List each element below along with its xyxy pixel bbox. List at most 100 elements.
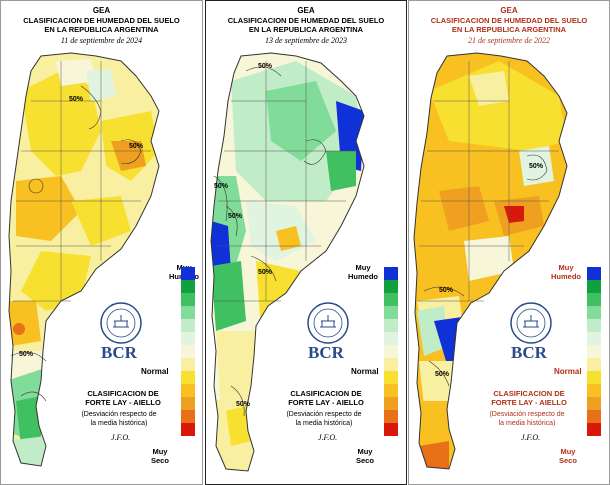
legend-muy: Muy [560,447,576,456]
legend-seco: Seco [559,456,577,465]
classification-line: FORTE LAY - AIELLO [491,398,567,407]
deviation-line: la media histórica) [295,419,353,427]
legend-swatch [587,358,601,371]
bcr-seal-logo [99,301,143,345]
legend-swatch [587,306,601,319]
map-date: 13 de septiembre de 2023 [265,35,347,45]
legend-swatch [384,410,398,423]
legend-bottom-label: Muy Seco [151,447,169,465]
legend-swatch [384,267,398,280]
legend-swatch [587,332,601,345]
legend-color-scale [587,267,601,436]
legend-swatch [181,397,195,410]
contour-label: 50% [529,163,544,170]
legend-seco: Seco [356,456,374,465]
panel-header: GEA CLASIFICACION DE HUMEDAD DEL SUELO E… [409,6,609,45]
deviation-line: (Desviación respecto de [81,411,157,418]
legend-muy: Muy [558,263,574,272]
legend-swatch [587,423,601,436]
legend-normal-label: Normal [351,367,379,376]
contour-label: 50% [258,269,273,276]
classification-line: CLASIFICACION DE [493,389,565,398]
title-line: EN LA REPUBLICA ARGENTINA [248,25,364,34]
legend-swatch [181,410,195,423]
classification-line: CLASIFICACION DE [290,389,362,398]
title-line: CLASIFICACION DE HUMEDAD DEL SUELO [227,15,385,25]
legend-normal-label: Normal [141,367,169,376]
legend-swatch [384,371,398,384]
legend-humedo: Humedo [551,272,581,281]
contour-label: 50% [69,96,84,103]
classification-title: CLASIFICACION DE FORTE LAY - AIELLO [73,389,173,407]
contour-label: 50% [129,143,144,150]
bcr-text: BCR [511,343,547,362]
argentina-map-2023 [210,52,365,472]
argentina-map-2024 [8,52,160,467]
deviation-note: (Desviación respecto de la media históric… [274,411,374,428]
legend-swatch [181,280,195,293]
signature: J.F.O. [521,433,541,442]
legend-muy: Muy [152,447,168,456]
signature: J.F.O. [111,433,131,442]
deviation-line: (Desviación respecto de [286,411,362,418]
contour-label: 50% [214,183,229,190]
legend-swatch [587,371,601,384]
legend-swatch [587,345,601,358]
map-date: 21 de septiembre de 2022 [468,35,550,45]
classification-line: CLASIFICACION DE [87,389,159,398]
classification-line: FORTE LAY - AIELLO [288,398,364,407]
legend-swatch [181,306,195,319]
legend-muy: Muy [355,263,371,272]
legend-swatch [384,384,398,397]
legend-swatch [587,410,601,423]
legend-color-scale [384,267,398,436]
legend-swatch [587,280,601,293]
legend-swatch [181,345,195,358]
contour-label: 50% [236,401,251,408]
legend-swatch [384,345,398,358]
legend-swatch [384,397,398,410]
legend-muy: Muy [357,447,373,456]
bcr-seal-logo [306,301,350,345]
map-panel-2022: GEA CLASIFICACION DE HUMEDAD DEL SUELO E… [408,0,610,485]
legend-bottom-label: Muy Seco [356,447,374,465]
legend-swatch [384,358,398,371]
classification-title: CLASIFICACION DE FORTE LAY - AIELLO [479,389,579,407]
legend-normal-label: Normal [554,367,582,376]
legend-humedo: Humedo [348,272,378,281]
legend-swatch [384,319,398,332]
legend-seco: Seco [151,456,169,465]
bcr-seal-logo [509,301,553,345]
contour-label: 50% [258,63,273,70]
title-line: EN LA REPUBLICA ARGENTINA [44,25,159,34]
map-panel-2024: GEA CLASIFICACION DE HUMEDAD DEL SUELO E… [0,0,203,485]
signature: J.F.O. [318,433,338,442]
legend-bottom-label: Muy Seco [559,447,577,465]
legend-swatch [587,397,601,410]
legend-swatch [181,319,195,332]
deviation-line: (Desviación respecto de [489,411,565,418]
contour-label: 50% [439,287,454,294]
title-line: EN LA REPUBLICA ARGENTINA [451,25,567,34]
panel-header: GEA CLASIFICACION DE HUMEDAD DEL SUELO E… [1,6,202,45]
legend-swatch [587,293,601,306]
contour-label: 50% [19,351,34,358]
legend-swatch [384,332,398,345]
legend-swatch [181,332,195,345]
map-panel-2023: GEA CLASIFICACION DE HUMEDAD DEL SUELO E… [205,0,407,485]
map-date: 11 de septiembre de 2024 [60,35,143,45]
legend-swatch [384,306,398,319]
legend-swatch [587,384,601,397]
panel-header: GEA CLASIFICACION DE HUMEDAD DEL SUELO E… [206,6,406,45]
legend-swatch [384,423,398,436]
contour-label: 50% [228,213,243,220]
legend-swatch [181,358,195,371]
classification-title: CLASIFICACION DE FORTE LAY - AIELLO [276,389,376,407]
legend-swatch [181,293,195,306]
legend-swatch [181,267,195,280]
title-line: CLASIFICACION DE HUMEDAD DEL SUELO [430,15,588,25]
bcr-text: BCR [101,343,137,362]
deviation-line: la media histórica) [498,419,556,427]
